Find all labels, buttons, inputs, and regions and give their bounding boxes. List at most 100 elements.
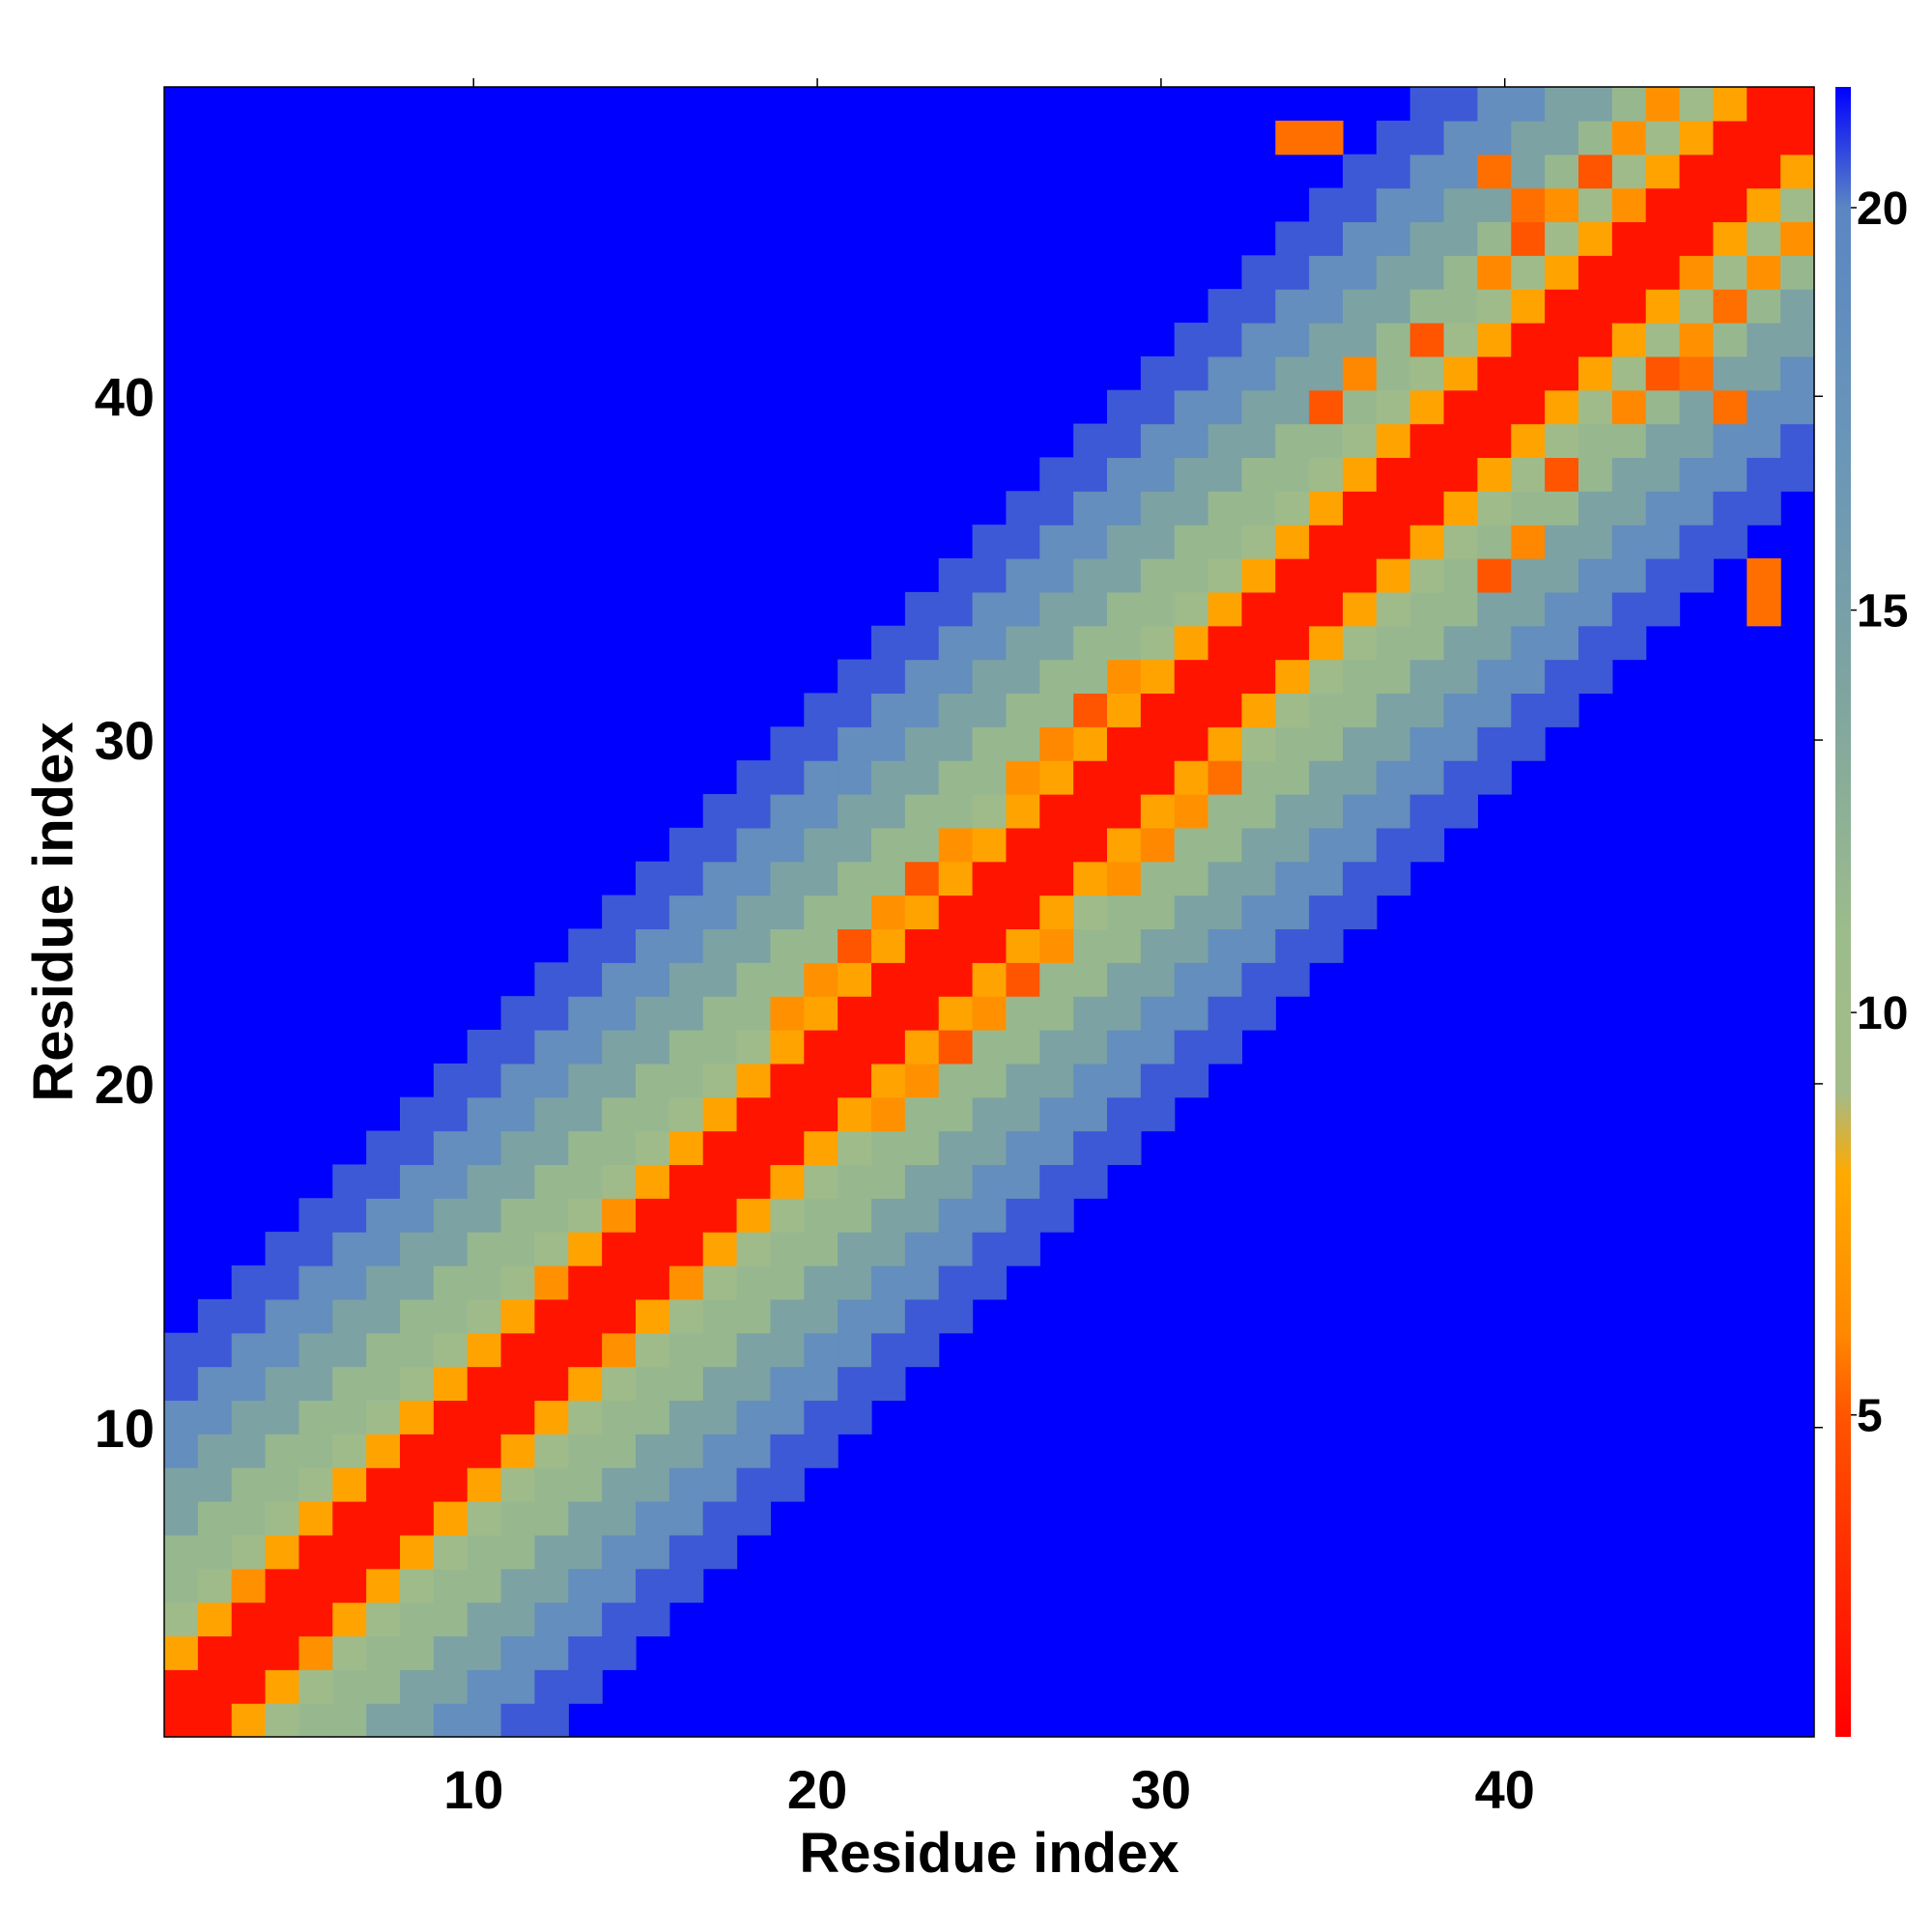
heatmap-cell (1477, 255, 1512, 290)
heatmap-cell (1174, 423, 1209, 459)
heatmap-cell (500, 1703, 536, 1738)
heatmap-cell (164, 1434, 199, 1468)
heatmap-cell (1409, 794, 1445, 829)
heatmap-cell (1511, 693, 1546, 727)
heatmap-cell (602, 1063, 637, 1098)
colorbar-gradient (1835, 87, 1851, 1737)
heatmap-cell (534, 1232, 569, 1266)
heatmap-cell (1241, 659, 1276, 695)
heatmap-cell (838, 1164, 872, 1199)
heatmap-cell (164, 1501, 199, 1536)
heatmap-cell (702, 1265, 738, 1300)
heatmap-cell (366, 1130, 401, 1166)
heatmap-cell (467, 1198, 502, 1233)
heatmap-cell (1780, 255, 1815, 290)
heatmap-cell (1645, 221, 1681, 256)
heatmap-cell (1409, 255, 1445, 290)
heatmap-cell (1039, 1030, 1074, 1065)
heatmap-cell (1611, 355, 1647, 391)
heatmap-cell (1443, 255, 1479, 290)
heatmap-cell (265, 1703, 300, 1738)
heatmap-cell (1578, 625, 1613, 661)
heatmap-cell (636, 1198, 670, 1233)
heatmap-cell (534, 1265, 569, 1300)
heatmap-cell (904, 1096, 940, 1132)
heatmap-cell (164, 1568, 199, 1604)
heatmap-cell (838, 996, 872, 1031)
heatmap-cell (871, 1198, 906, 1233)
heatmap-cell (1343, 726, 1378, 761)
heatmap-cell (938, 861, 974, 896)
heatmap-cell (1679, 289, 1715, 324)
heatmap-cell (1409, 355, 1445, 391)
heatmap-cell (1343, 289, 1378, 324)
heatmap-cell (871, 1030, 906, 1065)
heatmap-cell (1409, 423, 1445, 459)
heatmap-cell (1309, 457, 1344, 492)
heatmap-cell (1107, 1130, 1142, 1166)
heatmap-cell (534, 1164, 569, 1199)
heatmap-cell (804, 895, 838, 930)
heatmap-cell (636, 1568, 670, 1604)
heatmap-cell (770, 794, 805, 829)
heatmap-cell (1309, 591, 1344, 627)
heatmap-cell (1107, 457, 1142, 492)
heatmap-cell (1174, 693, 1209, 727)
heatmap-cell (770, 1063, 805, 1098)
heatmap-cell (433, 1669, 469, 1704)
heatmap-cell (366, 1703, 401, 1738)
heatmap-cell (668, 861, 704, 896)
heatmap-cell (1443, 423, 1479, 459)
heatmap-cell (1140, 1030, 1176, 1065)
heatmap-cell (1107, 389, 1142, 425)
heatmap-cell (197, 1703, 233, 1738)
heatmap-cell (467, 1400, 502, 1435)
heatmap-cell (1376, 187, 1411, 223)
heatmap-cell (838, 1030, 872, 1065)
heatmap-cell (702, 1534, 738, 1570)
heatmap-cell (332, 1602, 367, 1637)
heatmap-cell (1780, 120, 1815, 156)
heatmap-cell (602, 1130, 637, 1166)
heatmap-cell (332, 1232, 367, 1266)
heatmap-cell (1107, 591, 1142, 627)
heatmap-cell (1443, 625, 1479, 661)
heatmap-cell (804, 1096, 838, 1132)
heatmap-cell (1645, 120, 1681, 156)
x-tick-label: 40 (1475, 1759, 1535, 1820)
heatmap-cell (602, 1366, 637, 1402)
heatmap-cell (1006, 1164, 1040, 1199)
heatmap-cell (770, 1366, 805, 1402)
heatmap-cell (1477, 525, 1512, 559)
heatmap-cell (1343, 693, 1378, 727)
heatmap-cell (668, 1501, 704, 1536)
heatmap-cell (332, 1164, 367, 1199)
heatmap-cell (1545, 323, 1579, 357)
heatmap-cell (804, 693, 838, 727)
heatmap-cell (770, 1467, 805, 1502)
heatmap-cell (838, 1265, 872, 1300)
heatmap-cell (568, 1298, 603, 1334)
heatmap-cell (1511, 323, 1546, 357)
heatmap-cell (636, 1130, 670, 1166)
heatmap-cell (736, 760, 772, 795)
heatmap-cell (602, 1265, 637, 1300)
heatmap-cell (1409, 591, 1445, 627)
x-tick-label: 30 (1131, 1759, 1191, 1820)
heatmap-cell (871, 1332, 906, 1368)
heatmap-cell (400, 1568, 435, 1604)
heatmap-cell (904, 895, 940, 930)
heatmap-cell (1511, 355, 1546, 391)
heatmap-cell (500, 1568, 536, 1604)
heatmap-cell (1073, 558, 1108, 593)
heatmap-cell (1174, 861, 1209, 896)
heatmap-cell (1174, 827, 1209, 863)
heatmap-cell (500, 1198, 536, 1233)
heatmap-cell (972, 1198, 1008, 1233)
heatmap-cell (904, 693, 940, 727)
heatmap-cell (871, 726, 906, 761)
heatmap-cell (1511, 154, 1546, 189)
heatmap-cell (736, 1366, 772, 1402)
heatmap-cell (1511, 591, 1546, 627)
heatmap-cell (568, 1232, 603, 1266)
